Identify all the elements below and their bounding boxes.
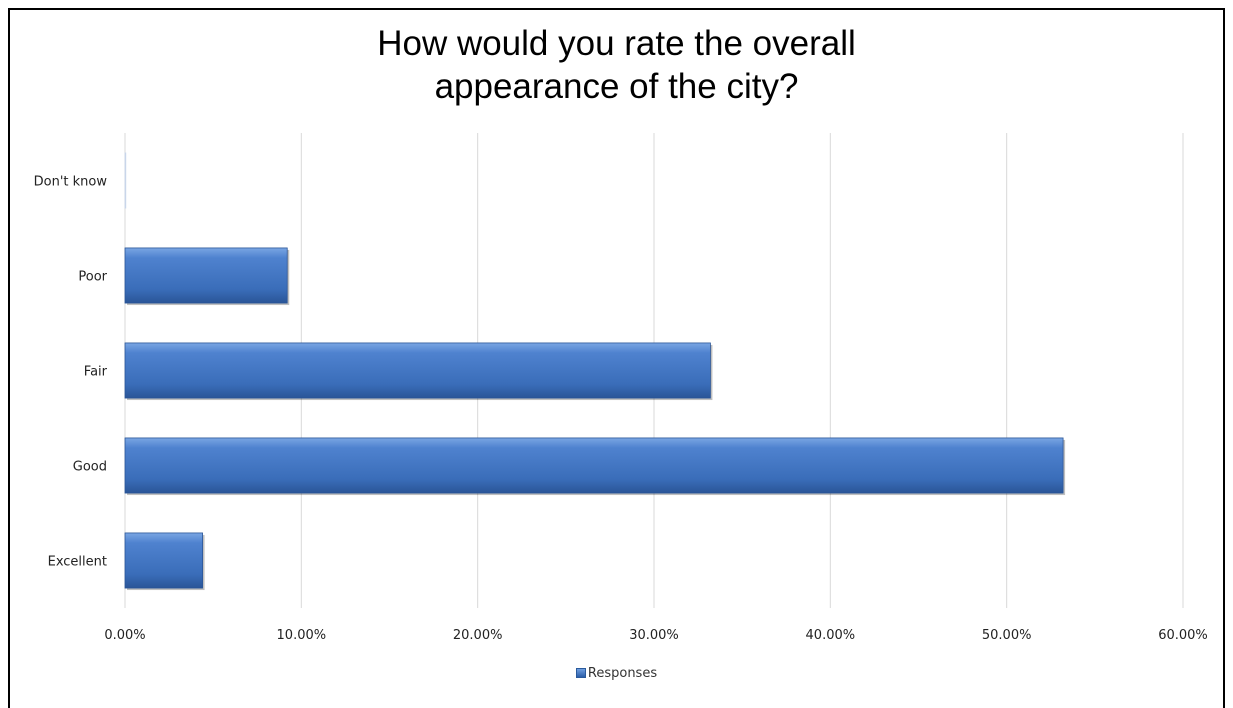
chart-title-line-2: appearance of the city? [434,67,799,106]
bar-fair [124,342,711,399]
y-tick-label: Fair [84,365,108,380]
y-tick-label: Poor [78,270,107,285]
legend-swatch [575,668,586,678]
x-tick-label: 20.00% [453,628,503,643]
legend: Responses [0,666,1233,681]
legend-label: Responses [587,666,658,681]
bar-don-t-know [124,152,127,209]
y-tick-label: Good [73,460,107,475]
x-tick-label: 40.00% [806,628,856,643]
x-tick-label: 60.00% [1158,628,1208,643]
x-tick-label: 10.00% [277,628,327,643]
x-axis-labels: 0.00% 10.00% 20.00% 30.00% 40.00% 50.00% 60.00… [104,628,1207,643]
y-tick-label: Don't know [34,175,108,190]
bar-excellent [124,532,203,589]
bars [124,152,1066,591]
x-tick-label: 0.00% [104,628,145,643]
bar-poor [124,247,288,304]
x-tick-label: 50.00% [982,628,1032,643]
chart-title: How would you rate the overall appearanc… [0,22,1233,108]
x-tick-label: 30.00% [629,628,679,643]
chart-title-line-1: How would you rate the overall [377,24,856,63]
y-tick-label: Excellent [48,555,107,570]
bar-good [124,437,1064,494]
y-axis-labels: Excellent Good Fair Poor Don't know [34,175,108,570]
